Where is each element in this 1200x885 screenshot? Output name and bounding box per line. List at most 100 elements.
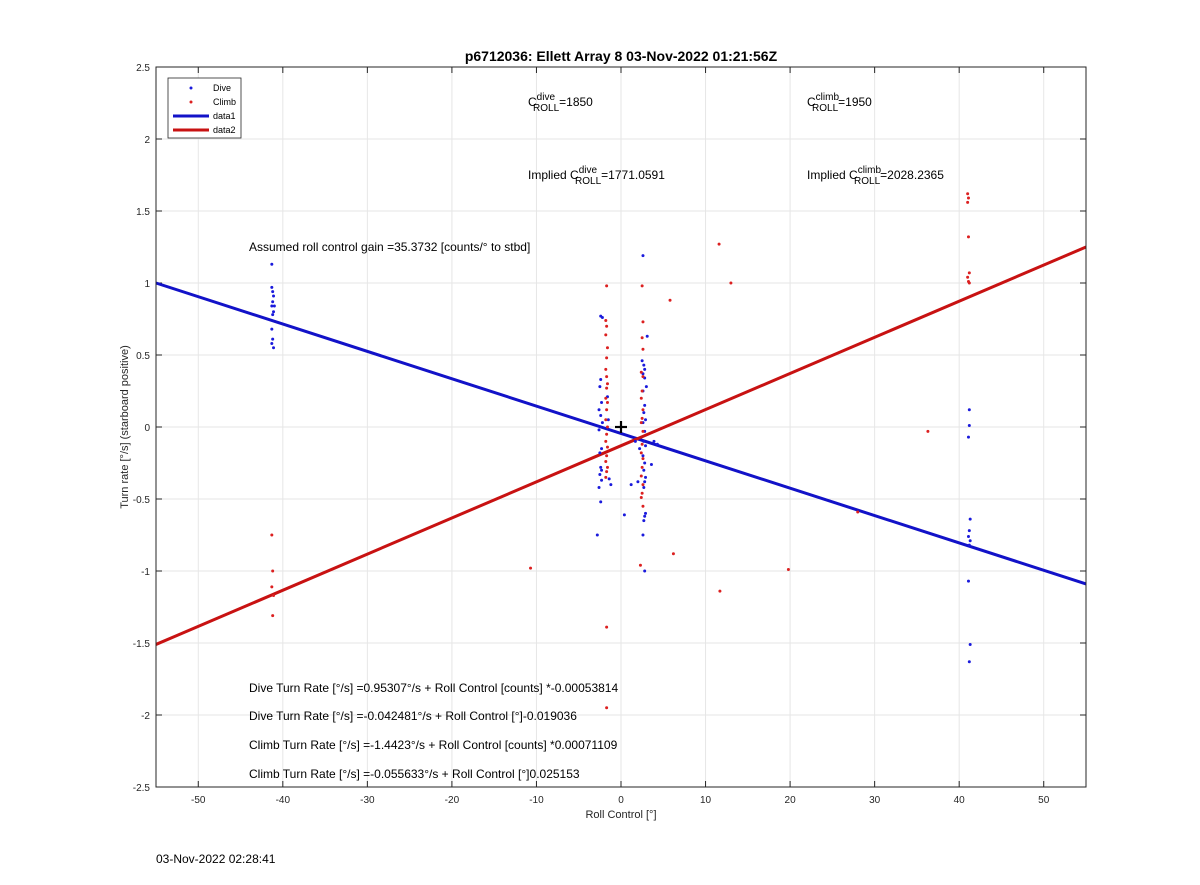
point-climb <box>729 281 733 285</box>
point-climb <box>640 284 644 288</box>
x-axis-label: Roll Control [°] <box>585 809 656 821</box>
point-climb <box>639 370 643 374</box>
point-dive <box>645 334 649 338</box>
point-dive <box>272 346 276 350</box>
point-climb <box>605 706 609 710</box>
x-tick-label: -10 <box>529 795 544 806</box>
point-climb <box>640 465 644 469</box>
point-climb <box>605 425 609 429</box>
point-climb <box>641 483 645 487</box>
point-climb <box>639 474 643 478</box>
point-climb <box>786 568 790 572</box>
point-climb <box>605 465 609 469</box>
point-dive <box>967 424 971 428</box>
point-climb <box>717 242 721 246</box>
point-dive <box>600 421 604 425</box>
point-dive <box>606 418 610 422</box>
point-dive <box>644 444 648 448</box>
point-dive <box>600 478 604 482</box>
legend: Dive Climb data1 data2 <box>167 77 242 139</box>
point-dive <box>642 363 646 367</box>
fit-line-data1 <box>155 281 1087 586</box>
point-climb <box>604 460 608 464</box>
point-dive <box>270 327 274 331</box>
point-dive <box>649 462 653 466</box>
point-climb <box>967 281 971 285</box>
point-dive <box>644 475 648 479</box>
point-climb <box>529 566 533 570</box>
point-dive <box>643 461 647 465</box>
point-climb <box>605 356 609 360</box>
point-climb <box>966 196 970 200</box>
point-dive <box>640 359 644 363</box>
legend-dive-marker <box>189 86 193 90</box>
legend-climb-label: Climb <box>213 97 236 107</box>
chart-title: p6712036: Ellett Array 8 03-Nov-2022 01:… <box>465 48 778 64</box>
point-dive <box>599 500 603 504</box>
point-dive <box>968 642 972 646</box>
x-tick-label: 50 <box>1038 795 1050 806</box>
point-climb <box>668 298 672 302</box>
dive-degrees-equation: Dive Turn Rate [°/s] =-0.042481°/s + Rol… <box>249 709 577 723</box>
point-climb <box>640 491 644 495</box>
point-dive <box>271 300 275 304</box>
point-climb <box>271 614 275 618</box>
legend-dive-label: Dive <box>213 83 231 93</box>
point-dive <box>597 485 601 489</box>
point-climb <box>605 408 609 412</box>
point-climb <box>271 569 275 573</box>
c-roll-climb-label: Cclimb ROLL=1950 <box>807 92 872 114</box>
point-climb <box>639 451 643 455</box>
point-climb <box>966 275 970 279</box>
point-dive <box>966 579 970 583</box>
x-tick-label: -50 <box>191 795 206 806</box>
point-climb <box>926 429 930 433</box>
point-climb <box>966 192 970 196</box>
point-dive <box>633 439 637 443</box>
point-climb <box>604 418 608 422</box>
point-climb <box>605 375 609 379</box>
point-climb <box>604 396 608 400</box>
point-dive <box>597 408 601 412</box>
point-dive <box>642 485 646 489</box>
point-climb <box>604 318 608 322</box>
data-points <box>270 192 972 710</box>
point-climb <box>605 382 609 386</box>
point-climb <box>272 593 276 597</box>
legend-data2-label: data2 <box>213 125 236 135</box>
point-climb <box>605 401 609 405</box>
point-climb <box>640 336 644 340</box>
point-dive <box>967 529 971 533</box>
fit-line-data2 <box>155 245 1087 646</box>
point-dive <box>643 569 647 573</box>
climb-counts-equation: Climb Turn Rate [°/s] =-1.4423°/s + Roll… <box>249 738 618 752</box>
point-climb <box>605 625 609 629</box>
y-tick-label: -1 <box>141 567 150 578</box>
legend-data1-label: data1 <box>213 111 236 121</box>
point-climb <box>605 324 609 328</box>
y-tick-label: 2 <box>144 135 150 146</box>
y-tick-label: -2.5 <box>133 783 151 794</box>
point-climb <box>604 333 608 337</box>
x-tick-label: 0 <box>618 795 624 806</box>
point-dive <box>270 262 274 266</box>
point-climb <box>641 429 645 433</box>
point-climb <box>604 475 608 479</box>
point-dive <box>644 385 648 389</box>
y-tick-label: -2 <box>141 711 150 722</box>
x-tick-label: 40 <box>954 795 966 806</box>
x-tick-label: 30 <box>869 795 881 806</box>
point-climb <box>604 367 608 371</box>
point-dive <box>271 313 275 317</box>
x-tick-label: -40 <box>276 795 291 806</box>
point-climb <box>641 347 645 351</box>
point-dive <box>642 439 646 443</box>
point-climb <box>718 589 722 593</box>
point-climb <box>605 470 609 474</box>
point-climb <box>604 439 608 443</box>
point-dive <box>636 480 640 484</box>
point-dive <box>641 533 645 537</box>
point-climb <box>641 457 645 461</box>
point-climb <box>639 496 643 500</box>
